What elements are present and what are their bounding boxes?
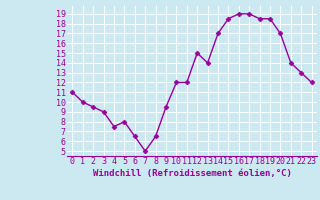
X-axis label: Windchill (Refroidissement éolien,°C): Windchill (Refroidissement éolien,°C) bbox=[92, 169, 292, 178]
